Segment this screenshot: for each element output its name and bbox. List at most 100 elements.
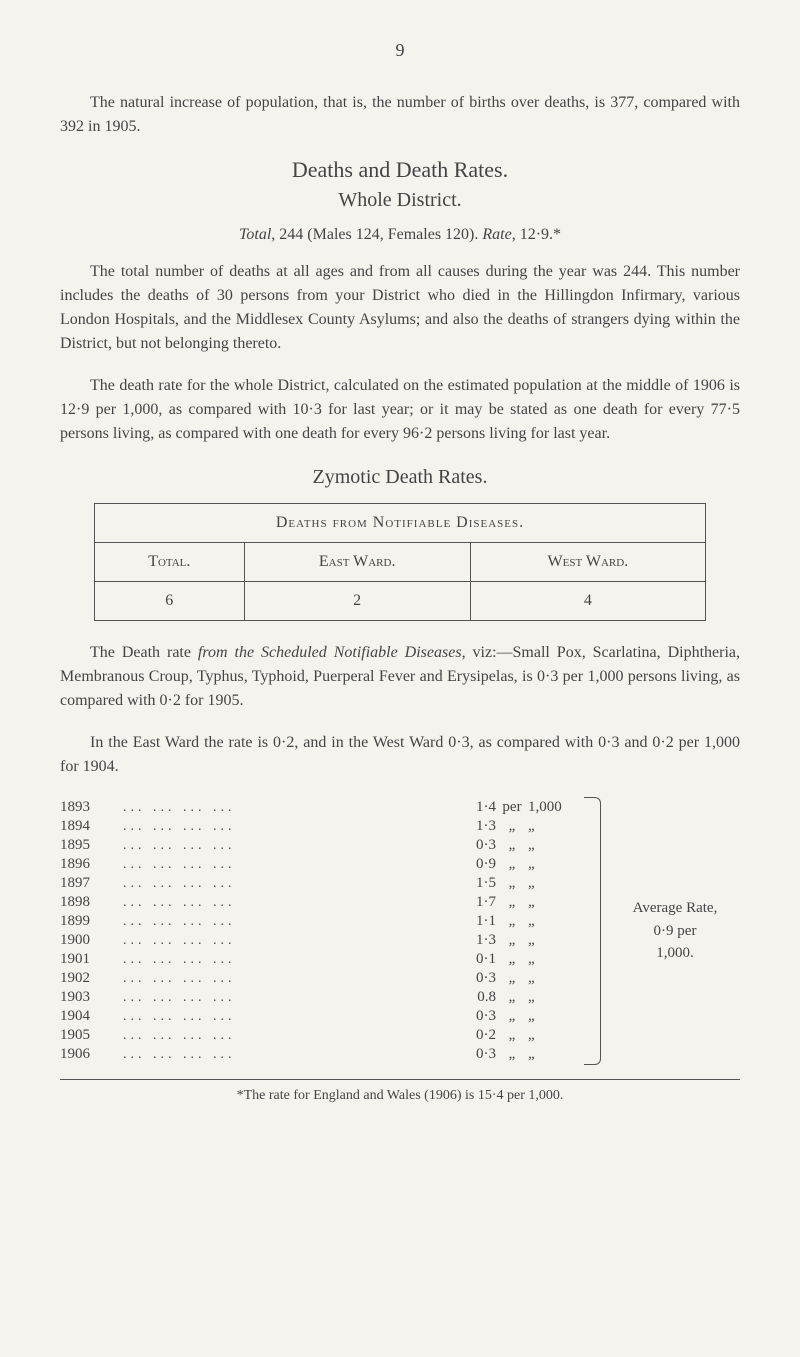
rate-row: 1894... ... ... ...1·3„„ [60,818,578,835]
page-number: 9 [60,40,740,61]
rates-list: 1893... ... ... ...1·4per1,0001894... ..… [60,797,578,1065]
rate-per: „ [496,818,528,835]
rate-row: 1893... ... ... ...1·4per1,000 [60,799,578,816]
col-west-ward: West Ward. [470,543,705,582]
col-total: Total. [95,543,245,582]
rate-unit: „ [528,1046,578,1063]
rate-unit: „ [528,894,578,911]
leader-dots: ... ... ... ... [115,952,454,968]
rate-row: 1900... ... ... ...1·3„„ [60,932,578,949]
leader-dots: ... ... ... ... [115,838,454,854]
rate-unit: „ [528,1008,578,1025]
para4-a: The Death rate [90,644,198,661]
rate-unit: „ [528,837,578,854]
rate-year: 1896 [60,856,115,873]
rate-year: 1900 [60,932,115,949]
leader-dots: ... ... ... ... [115,800,454,816]
rate-unit: „ [528,951,578,968]
rate-per: „ [496,1027,528,1044]
rate-unit: „ [528,989,578,1006]
col-east-ward: East Ward. [244,543,470,582]
para-scheduled-diseases: The Death rate from the Scheduled Notifi… [60,641,740,713]
leader-dots: ... ... ... ... [115,857,454,873]
avg-line2: 0·9 per [654,923,697,939]
table-title: Deaths from Notifiable Diseases. [95,504,706,543]
rate-per: „ [496,837,528,854]
rate-value: 0.8 [454,989,496,1006]
rate-per: „ [496,875,528,892]
rate-value: 1·1 [454,913,496,930]
total-line: Total, 244 (Males 124, Females 120). Rat… [60,226,740,244]
rate-per: „ [496,856,528,873]
rate-value: 0·3 [454,837,496,854]
total-label: Total [239,226,271,243]
rate-value: 1·3 [454,932,496,949]
rate-unit: 1,000 [528,799,578,816]
rates-brace-block: 1893... ... ... ...1·4per1,0001894... ..… [60,797,740,1065]
leader-dots: ... ... ... ... [115,895,454,911]
rate-row: 1896... ... ... ...0·9„„ [60,856,578,873]
rate-unit: „ [528,1027,578,1044]
rate-row: 1897... ... ... ...1·5„„ [60,875,578,892]
rate-per: „ [496,951,528,968]
leader-dots: ... ... ... ... [115,990,454,1006]
heading-deaths-rates: Deaths and Death Rates. [60,157,740,183]
rate-value: 0·2 [454,1027,496,1044]
heading-zymotic: Zymotic Death Rates. [60,466,740,489]
rate-year: 1906 [60,1046,115,1063]
rate-year: 1901 [60,951,115,968]
avg-line1: Average Rate, [633,900,718,916]
val-east-ward: 2 [244,582,470,621]
para-death-rate: The death rate for the whole District, c… [60,374,740,446]
rate-year: 1902 [60,970,115,987]
rate-row: 1904... ... ... ...0·3„„ [60,1008,578,1025]
rate-row: 1895... ... ... ...0·3„„ [60,837,578,854]
rate-value: 1·5 [454,875,496,892]
rate-unit: „ [528,913,578,930]
rate-year: 1894 [60,818,115,835]
rate-row: 1906... ... ... ...0·3„„ [60,1046,578,1063]
rate-row: 1903... ... ... ...0.8„„ [60,989,578,1006]
rate-per: „ [496,970,528,987]
rate-row: 1902... ... ... ...0·3„„ [60,970,578,987]
rate-per: „ [496,913,528,930]
para-total-deaths: The total number of deaths at all ages a… [60,260,740,356]
rate-row: 1898... ... ... ...1·7„„ [60,894,578,911]
curly-brace-icon [584,797,601,1065]
leader-dots: ... ... ... ... [115,876,454,892]
rate-year: 1895 [60,837,115,854]
notifiable-diseases-table: Deaths from Notifiable Diseases. Total. … [94,503,706,621]
leader-dots: ... ... ... ... [115,933,454,949]
rate-row: 1899... ... ... ...1·1„„ [60,913,578,930]
rate-value: , 12·9.* [512,226,561,243]
rate-value: 0·1 [454,951,496,968]
para4-italic: from the Scheduled Notifiable Diseases [198,644,462,661]
rate-year: 1903 [60,989,115,1006]
average-rate-label: Average Rate, 0·9 per 1,000. [602,797,740,1065]
rate-unit: „ [528,856,578,873]
heading-whole-district: Whole District. [60,189,740,212]
brace-column [584,797,602,1065]
leader-dots: ... ... ... ... [115,914,454,930]
rate-unit: „ [528,932,578,949]
leader-dots: ... ... ... ... [115,971,454,987]
rate-year: 1905 [60,1027,115,1044]
rate-unit: „ [528,875,578,892]
rate-unit: „ [528,818,578,835]
rate-year: 1899 [60,913,115,930]
rate-value: 1·3 [454,818,496,835]
rate-unit: „ [528,970,578,987]
leader-dots: ... ... ... ... [115,819,454,835]
total-values: , 244 (Males 124, Females 120). [271,226,482,243]
footnote-divider [60,1079,740,1080]
intro-paragraph: The natural increase of population, that… [60,91,740,139]
rate-value: 1·4 [454,799,496,816]
leader-dots: ... ... ... ... [115,1047,454,1063]
rate-per: „ [496,1046,528,1063]
val-total: 6 [95,582,245,621]
rate-value: 0·3 [454,970,496,987]
rate-year: 1904 [60,1008,115,1025]
rate-value: 0·3 [454,1008,496,1025]
rate-per: „ [496,932,528,949]
para-ward-rates: In the East Ward the rate is 0·2, and in… [60,731,740,779]
